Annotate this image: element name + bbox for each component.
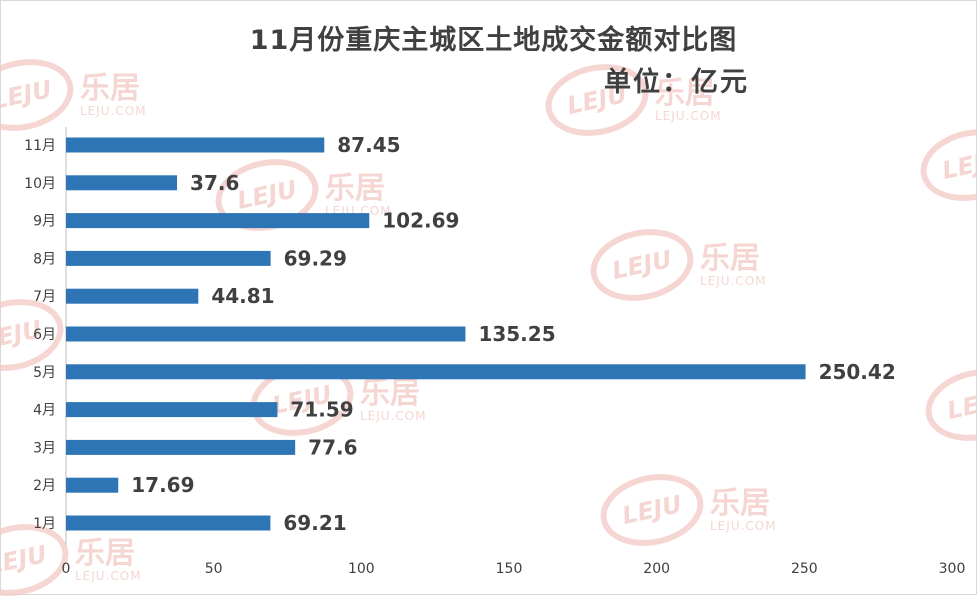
x-tick-label: 200 bbox=[643, 561, 670, 577]
data-label: 135.25 bbox=[478, 322, 555, 346]
data-label: 37.6 bbox=[190, 171, 239, 195]
bar-6月 bbox=[66, 326, 466, 342]
data-label: 250.42 bbox=[819, 360, 896, 384]
category-label: 5月 bbox=[33, 365, 56, 381]
bar-9月 bbox=[66, 213, 370, 229]
bar-8月 bbox=[66, 250, 271, 266]
bar-1月 bbox=[66, 515, 271, 531]
data-label: 69.29 bbox=[284, 246, 347, 270]
x-tick-label: 300 bbox=[939, 561, 966, 577]
bar-11月 bbox=[66, 137, 325, 153]
category-label: 11月 bbox=[24, 138, 56, 154]
category-label: 4月 bbox=[33, 403, 56, 419]
x-tick-label: 250 bbox=[791, 561, 818, 577]
category-labels: 11月 10月 9月 8月 7月 6月 5月 4月 3月 2月 1月 bbox=[24, 138, 56, 532]
x-tick-label: 50 bbox=[205, 561, 223, 577]
x-tick-label: 0 bbox=[62, 561, 71, 577]
data-label: 87.45 bbox=[337, 133, 400, 157]
chart-subtitle: 单位：亿元 bbox=[604, 67, 749, 98]
bar-5月 bbox=[66, 364, 806, 380]
category-label: 3月 bbox=[33, 440, 56, 456]
data-label: 69.21 bbox=[283, 511, 346, 535]
data-label: 77.6 bbox=[308, 435, 357, 459]
bar-4月 bbox=[66, 402, 278, 418]
bars-group bbox=[66, 137, 806, 531]
chart-title: 11月份重庆主城区土地成交金额对比图 bbox=[249, 25, 738, 56]
bar-3月 bbox=[66, 439, 296, 455]
category-label: 7月 bbox=[33, 289, 56, 305]
category-label: 10月 bbox=[24, 176, 56, 192]
bar-2月 bbox=[66, 477, 119, 493]
data-label: 71.59 bbox=[290, 398, 353, 422]
data-labels: 87.45 37.6 102.69 69.29 44.81 135.25 250.42 71.… bbox=[131, 133, 896, 535]
data-label: 44.81 bbox=[211, 284, 274, 308]
x-tick-label: 100 bbox=[348, 561, 375, 577]
x-tick-label: 150 bbox=[496, 561, 523, 577]
data-label: 17.69 bbox=[131, 473, 194, 497]
category-label: 6月 bbox=[33, 327, 56, 343]
category-label: 9月 bbox=[33, 214, 56, 230]
category-label: 1月 bbox=[33, 516, 56, 532]
data-label: 102.69 bbox=[382, 209, 459, 233]
category-label: 2月 bbox=[33, 478, 56, 494]
bar-10月 bbox=[66, 175, 178, 191]
bar-7月 bbox=[66, 288, 199, 304]
x-tick-labels: 0 50 100 150 200 250 300 bbox=[62, 561, 966, 577]
category-label: 8月 bbox=[33, 251, 56, 267]
